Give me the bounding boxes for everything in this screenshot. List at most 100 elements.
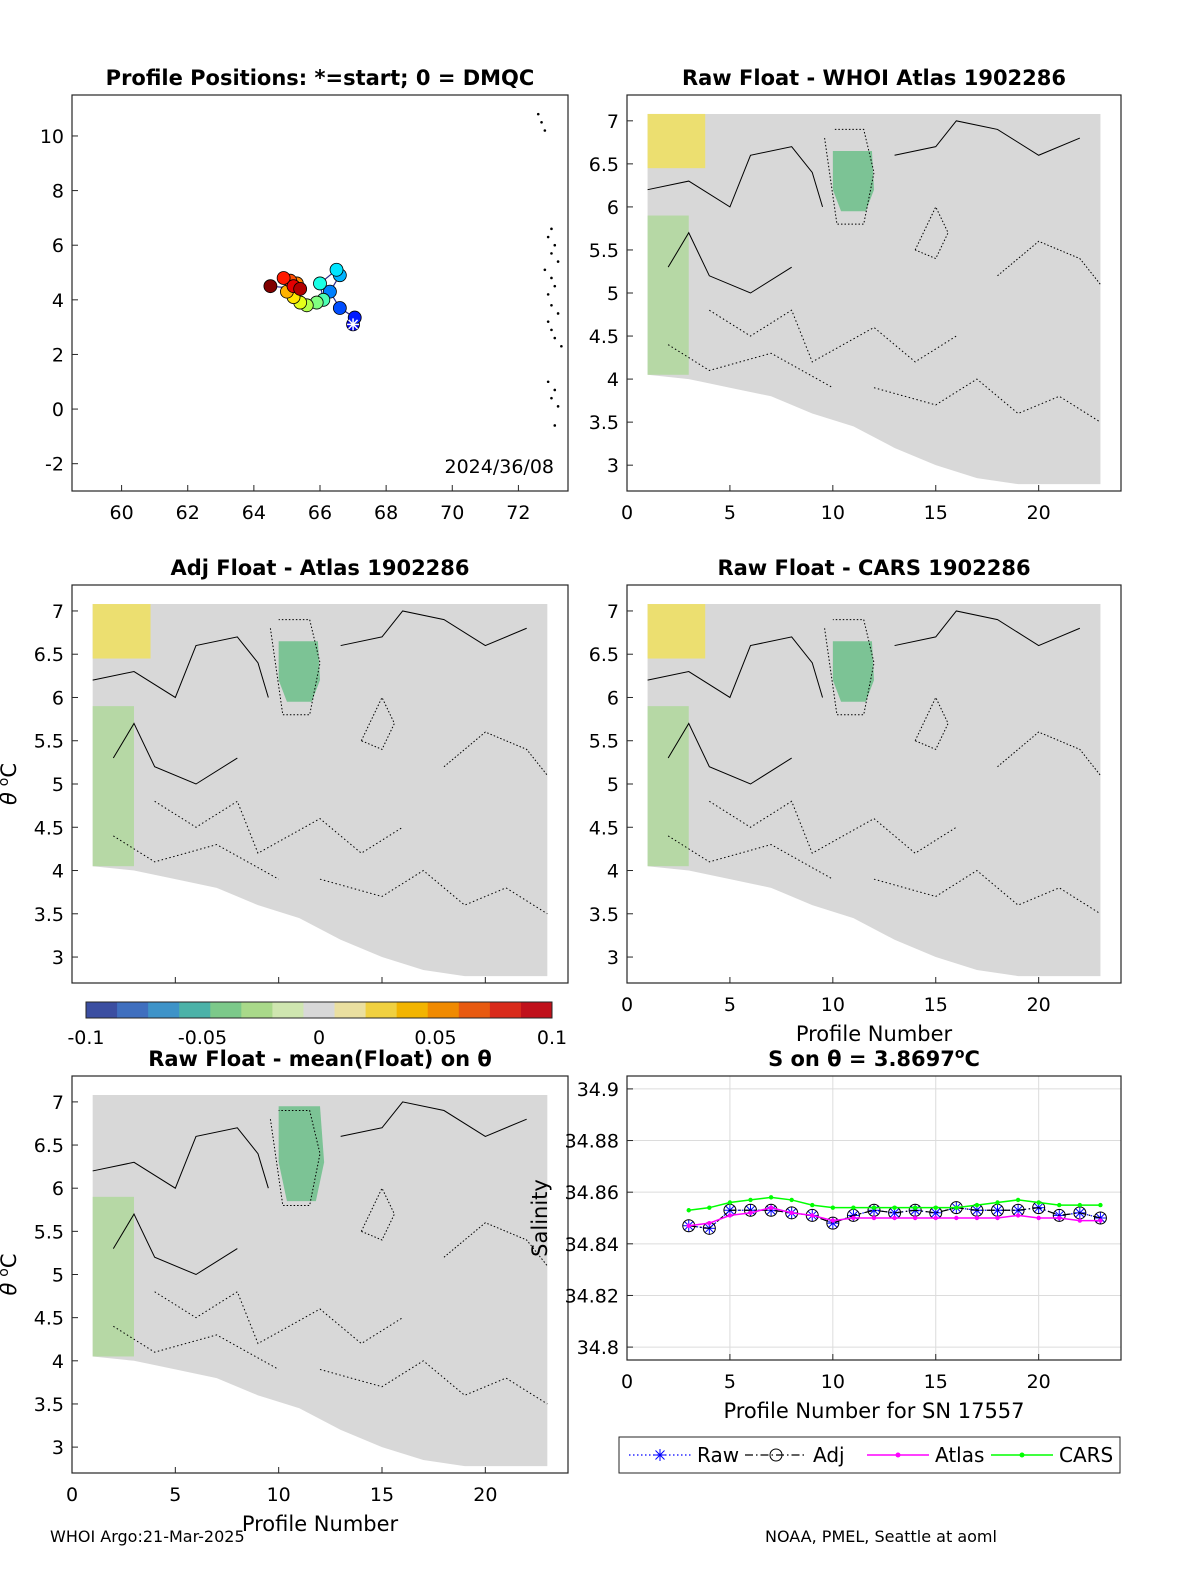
cars-marker: [748, 1197, 753, 1203]
x-tick-label: 72: [506, 502, 530, 524]
y-tick-label: 34.84: [565, 1234, 619, 1256]
colorbar-frame: [85, 1001, 553, 1019]
colorbar-swatch: [458, 1002, 491, 1018]
chart-title: Raw Float - CARS 1902286: [717, 556, 1030, 580]
anomaly-patch: [647, 604, 706, 659]
y-tick-label: 4: [52, 290, 64, 312]
y-tick-label: 5: [52, 774, 64, 796]
y-tick-label: 34.88: [565, 1131, 619, 1153]
salinity-panel: 0 5 10 15 20 34.8 34.82 34.84 34.86 34.88 34.9 S on…: [528, 1046, 1122, 1423]
contour-line: [824, 128, 875, 225]
contour-line: [873, 869, 1101, 915]
y-axis-label: θoC: [0, 1253, 21, 1295]
anomaly-patch: [647, 113, 706, 169]
cars-marker: [789, 1197, 794, 1203]
cars-marker: [727, 1200, 733, 1205]
cars-marker: [892, 1205, 897, 1210]
colorbar: -0.1 -0.05 0 0.05 0.1: [67, 1001, 567, 1049]
y-tick-label: 34.9: [577, 1079, 619, 1101]
y-tick-label: 5.5: [34, 1221, 64, 1243]
colorbar-swatch: [396, 1002, 429, 1018]
positions-plot: [263, 112, 563, 427]
y-tick-label: 6.5: [589, 154, 619, 176]
cars-marker: [707, 1205, 712, 1210]
y-tick-label: 4.5: [589, 326, 619, 348]
raw-marker: [992, 1205, 1003, 1216]
x-tick-label: 10: [821, 1371, 845, 1393]
y-tick-label: 4: [52, 861, 64, 883]
coast-point: [556, 312, 560, 315]
y-tick-label: 5.5: [34, 731, 64, 753]
coast-point: [550, 303, 553, 307]
colorbar-swatch: [489, 1002, 522, 1018]
y-tick-label: 7: [607, 111, 619, 133]
contour-line: [154, 800, 403, 854]
heatmap-panel-3: 0 5 10 15 20 3 3.5 4 4.5 5 5.5 6 6.5 7 Raw Float - CAR…: [589, 556, 1122, 1046]
x-tick-label: 70: [440, 502, 464, 524]
colorbar-swatch: [427, 1002, 460, 1018]
x-axis-label: Profile Number for SN 17557: [723, 1399, 1024, 1423]
contour-line: [709, 800, 957, 854]
atlas-marker: [912, 1215, 918, 1221]
profile-position-marker: [276, 271, 291, 285]
atlas-marker: [686, 1223, 691, 1228]
coast-point: [553, 388, 557, 392]
contour-line: [667, 835, 834, 880]
contour-line: [113, 835, 279, 880]
x-tick-label: 62: [176, 502, 200, 524]
cars-marker: [974, 1202, 980, 1208]
x-tick-label: 5: [169, 1484, 181, 1506]
cars-marker: [954, 1205, 959, 1210]
profile-position-marker: [329, 262, 344, 277]
anomaly-patch: [278, 1106, 325, 1202]
heatmap-panel-4: 0 5 10 15 20 3 3.5 4 4.5 5 5.5 6 6.5 7 Raw Float - mea…: [0, 1047, 569, 1536]
adj-marker: [826, 1216, 840, 1230]
coast-point: [553, 284, 557, 288]
colorbar-swatch: [210, 1002, 242, 1018]
cars-marker: [1036, 1200, 1041, 1205]
coast-point: [543, 129, 547, 132]
contour-line: [914, 205, 949, 260]
atlas-marker: [789, 1210, 794, 1216]
x-tick-label: 20: [1027, 1371, 1051, 1393]
colorbar-swatch: [241, 1002, 273, 1018]
colorbar-swatch: [334, 1002, 367, 1018]
legend-label: Adj: [813, 1443, 845, 1467]
y-tick-label: 7: [52, 1092, 64, 1114]
y-tick-label: 6.5: [34, 644, 64, 666]
x-tick-label: 15: [370, 1484, 394, 1506]
atlas-marker: [707, 1220, 712, 1226]
coast-point: [553, 424, 557, 427]
atlas-marker: [768, 1205, 774, 1210]
atlas-marker: [1036, 1215, 1041, 1221]
cars-marker: [768, 1195, 774, 1200]
contour-line: [647, 146, 824, 208]
colorbar-swatch: [520, 1002, 553, 1018]
profile-position-marker: [313, 276, 327, 291]
colorbar-swatch: [86, 1002, 118, 1018]
contour-line: [112, 722, 238, 785]
atlas-marker: [974, 1215, 980, 1221]
heatmap-panel-2: 3 3.5 4 4.5 5 5.5 6 6.5 7 Adj Float - Atlas 19022…: [0, 556, 569, 984]
y-axis-label: θoC: [0, 763, 21, 805]
anomaly-patch: [278, 641, 320, 702]
colorbar-swatch: [365, 1002, 398, 1018]
cars-marker: [933, 1205, 938, 1210]
cars-marker: [830, 1205, 836, 1210]
cars-marker: [686, 1208, 691, 1213]
coast-point: [560, 344, 563, 348]
coast-point: [546, 293, 550, 296]
profile-position-marker: [332, 301, 347, 315]
cars-marker: [810, 1202, 815, 1208]
x-tick-label: 10: [821, 502, 845, 524]
anomaly-patch: [647, 215, 689, 375]
colorbar-swatch: [303, 1002, 336, 1018]
contour-line: [113, 1325, 279, 1370]
coast-point: [550, 227, 553, 231]
contour-line: [914, 696, 949, 751]
x-tick-label: 0: [621, 502, 633, 524]
anomaly-patch: [92, 706, 134, 867]
y-tick-label: 6.5: [34, 1135, 64, 1157]
raw-marker: [930, 1207, 941, 1218]
